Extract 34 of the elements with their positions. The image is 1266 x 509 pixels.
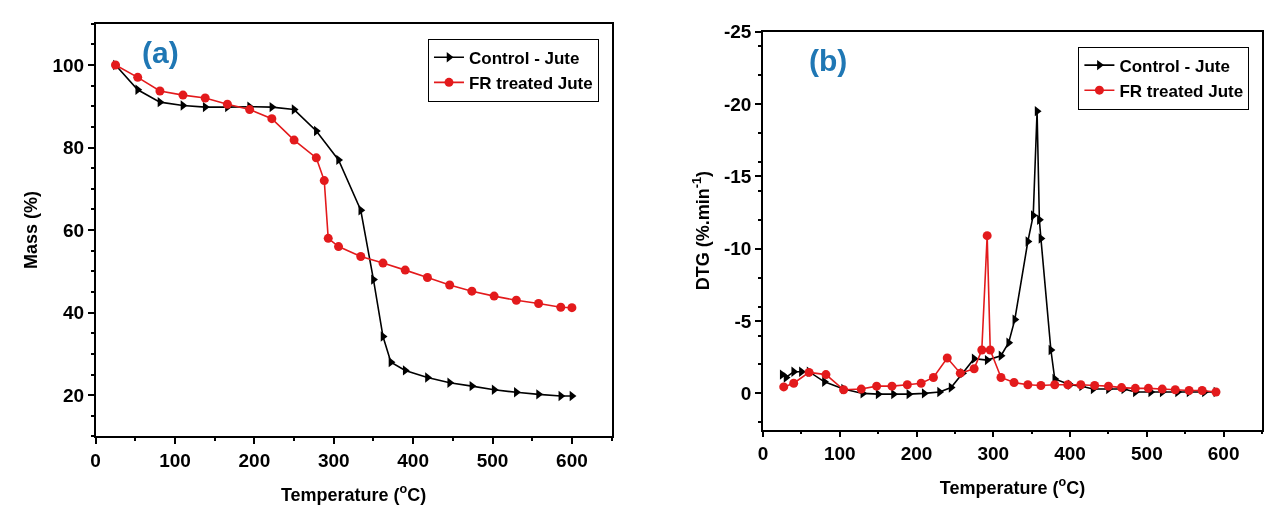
y-tick-label: -20	[723, 93, 752, 115]
x-tick-label: 500	[1131, 443, 1163, 465]
x-tick-label: 300	[317, 450, 350, 471]
x-axis-title: Temperature ($^{o}$C)	[280, 482, 427, 505]
x-tick-label: 600	[1207, 443, 1240, 465]
x-tick-label: 100	[823, 443, 856, 465]
annotation: (a)	[142, 36, 179, 69]
y-tick-label: 60	[62, 219, 85, 241]
legend-label: FR treated Jute	[468, 73, 593, 93]
x-tick-label: 0	[90, 450, 101, 471]
y-tick-label: 20	[62, 384, 85, 406]
y-tick-label: 40	[62, 302, 85, 324]
annotation: (b)	[809, 44, 848, 77]
x-tick-label: 300	[977, 443, 1010, 465]
x-tick-label: 200	[900, 443, 933, 465]
legend-label: Control - Jute	[468, 48, 580, 68]
x-tick-label: 100	[159, 450, 191, 471]
y-tick-label: 100	[52, 54, 85, 76]
y-tick-label: 0	[740, 383, 752, 405]
y-axis-title: Mass (%)	[21, 191, 42, 270]
x-tick-label: 200	[238, 450, 271, 471]
x-tick-label: 400	[1054, 443, 1086, 465]
x-tick-label: 0	[757, 443, 769, 465]
x-tick-label: 400	[397, 450, 429, 471]
y-tick-label: 80	[62, 137, 85, 159]
x-axis-title: Temperature ($^{o}$C)	[939, 475, 1086, 498]
x-tick-label: 500	[476, 450, 509, 471]
y-tick-label: -5	[734, 310, 752, 332]
legend-label: FR treated Jute	[1119, 81, 1244, 101]
y-tick-label: -10	[723, 238, 752, 260]
y-tick-label: -25	[723, 21, 752, 43]
y-tick-label: -15	[723, 165, 752, 187]
legend-label: Control - Jute	[1119, 56, 1230, 76]
x-tick-label: 600	[556, 450, 588, 471]
